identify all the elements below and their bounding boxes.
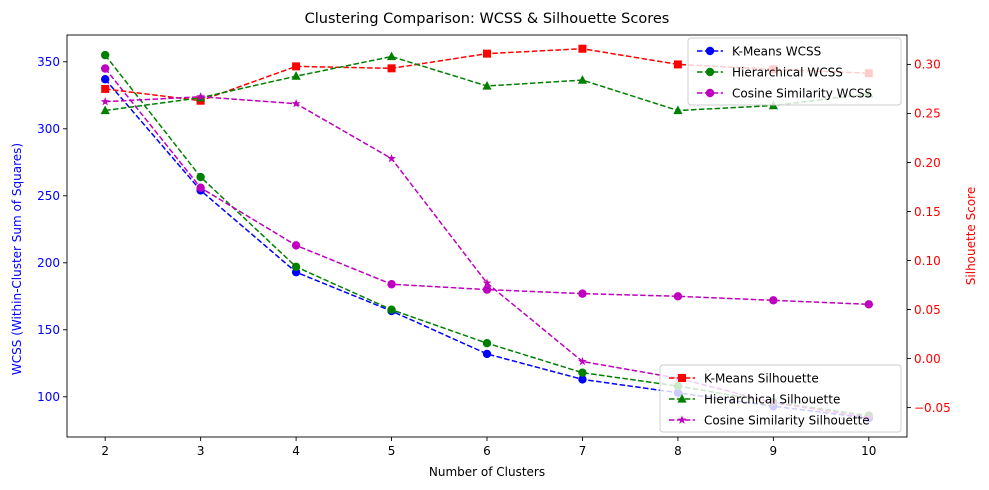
legend-label: Cosine Similarity WCSS [732, 86, 872, 100]
legend: K-Means Silhouette Hierarchical Silhouett… [659, 364, 902, 433]
legend-box [687, 37, 902, 106]
x-tick-label: 6 [483, 444, 491, 458]
right-y-tick-label: 0.20 [914, 156, 941, 170]
x-tick-label: 10 [861, 444, 876, 458]
right-y-tick-label: 0.00 [914, 352, 941, 366]
data-point [291, 262, 301, 272]
chart-axes: 2 3 4 5 6 7 8 9 10 100 150 200 250 300 350 −0.05 0.00 0.0… [37, 34, 951, 458]
left-y-tick-label: 300 [37, 122, 60, 136]
data-point [578, 289, 587, 298]
x-tick-label: 3 [197, 444, 205, 458]
right-y-tick-label: 0.15 [914, 205, 941, 219]
right-y-tick-label: 0.25 [914, 107, 941, 121]
data-point [578, 44, 587, 53]
legend-swatch-marker [705, 46, 715, 56]
series-cosine-similarity-wcss [100, 64, 874, 309]
data-point [292, 62, 301, 71]
left-y-tick-label: 250 [37, 189, 60, 203]
left-y-tick-label: 150 [37, 323, 60, 337]
data-point [291, 99, 301, 108]
chart-title: Clustering Comparison: WCSS & Silhouette… [305, 11, 670, 27]
right-y-tick-label: 0.30 [914, 58, 941, 72]
legend-swatch-marker [705, 88, 715, 98]
x-tick-label: 7 [579, 444, 587, 458]
data-point [387, 153, 396, 163]
legend-item: Cosine Similarity Silhouette [669, 413, 870, 427]
x-tick-label: 5 [388, 444, 396, 458]
data-point [100, 64, 110, 73]
data-point [673, 60, 682, 69]
legend-swatch-marker [677, 394, 687, 403]
data-point [577, 75, 588, 84]
data-point [387, 280, 396, 289]
legend-item: K-Means WCSS [697, 44, 821, 58]
legend-label: Hierarchical Silhouette [704, 392, 840, 406]
right-y-tick-label: −0.05 [914, 401, 951, 415]
left-y-tick-label: 200 [37, 256, 60, 270]
data-point [387, 64, 396, 73]
legend-swatch-marker [678, 374, 686, 382]
data-point [483, 49, 491, 58]
left-y-tick-label: 100 [37, 390, 60, 404]
data-point [291, 241, 301, 250]
data-point [482, 285, 492, 294]
right-y-tick-label: 0.05 [914, 303, 941, 317]
chart-legends: K-Means WCSS Hierarchical WCSS Cosine Simi… [659, 37, 902, 433]
data-point [100, 75, 110, 84]
data-point [100, 105, 110, 115]
data-point [578, 375, 587, 384]
data-point [482, 278, 492, 287]
right-y-tick-label: 0.10 [914, 254, 941, 268]
legend-label: Cosine Similarity Silhouette [704, 413, 870, 427]
data-point [482, 80, 492, 90]
data-point [196, 183, 205, 192]
data-point [100, 50, 110, 60]
data-point [291, 71, 301, 80]
data-point [482, 339, 492, 348]
data-point [673, 292, 683, 301]
legend-item: Cosine Similarity WCSS [697, 86, 872, 100]
legend-label: K-Means Silhouette [704, 371, 819, 385]
legend-label: Hierarchical WCSS [732, 65, 843, 79]
data-point [769, 296, 778, 305]
data-point [101, 84, 110, 93]
x-tick-label: 2 [101, 444, 109, 458]
right-y-axis-label: Silhouette Score [964, 187, 978, 285]
data-point [482, 349, 492, 359]
data-point [673, 105, 683, 115]
legend-item: K-Means Silhouette [669, 371, 819, 385]
data-point [196, 172, 205, 182]
x-axis-label: Number of Clusters [429, 465, 545, 479]
x-tick-label: 4 [292, 444, 300, 458]
data-point [196, 92, 206, 101]
legend-label: K-Means WCSS [732, 44, 821, 58]
legend-item: Hierarchical WCSS [697, 65, 843, 79]
data-point [578, 368, 587, 377]
x-tick-label: 9 [770, 444, 778, 458]
left-y-tick-label: 350 [37, 55, 60, 69]
legend-swatch-marker [677, 415, 687, 424]
data-point [100, 97, 110, 106]
legend: K-Means WCSS Hierarchical WCSS Cosine Simi… [687, 37, 902, 106]
legend-box [659, 364, 902, 433]
left-y-axis-label: WCSS (Within-Cluster Sum of Squares) [10, 143, 24, 375]
legend-item: Hierarchical Silhouette [669, 392, 840, 406]
data-point [387, 305, 396, 314]
x-tick-label: 8 [674, 444, 682, 458]
data-point [578, 356, 587, 366]
data-point [864, 300, 874, 309]
legend-swatch-marker [705, 67, 715, 77]
data-point [386, 51, 397, 61]
